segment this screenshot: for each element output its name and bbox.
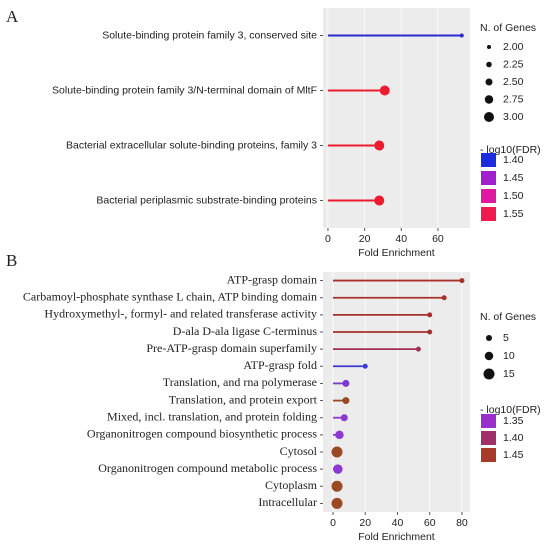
category-label: Cytoplasm	[265, 478, 318, 492]
color-legend-label: 1.35	[503, 415, 524, 427]
category-label: ATP-grasp fold	[243, 358, 317, 372]
size-legend-key	[483, 368, 495, 380]
size-legend-label: 2.75	[503, 93, 524, 105]
size-legend-key	[486, 61, 492, 68]
size-legend-key	[485, 78, 493, 86]
lollipop-dot	[427, 329, 433, 335]
color-legend-key	[481, 189, 496, 203]
category-label: D-ala D-ala ligase C-terminus	[173, 324, 318, 338]
color-legend-key	[481, 207, 496, 221]
lollipop-dot	[331, 497, 343, 509]
lollipop-dot	[441, 295, 447, 301]
size-legend-key	[486, 335, 492, 341]
color-legend-key	[481, 171, 496, 185]
x-tick-label: 40	[392, 517, 404, 529]
category-label: Pre-ATP-grasp domain superfamily	[146, 341, 317, 355]
category-label: Solute-binding protein family 3/N-termin…	[52, 84, 317, 96]
lollipop-dot	[379, 85, 390, 96]
category-label: Bacterial periplasmic substrate-binding …	[96, 194, 317, 206]
x-tick-label: 60	[432, 233, 444, 245]
category-label: ATP-grasp domain	[227, 272, 317, 286]
lollipop-dot	[374, 140, 385, 151]
color-legend-label: 1.50	[503, 190, 524, 202]
plot-background	[323, 272, 470, 512]
size-legend-key	[487, 45, 491, 49]
category-label: Solute-binding protein family 3, conserv…	[102, 29, 317, 41]
color-legend-label: 1.40	[503, 432, 524, 444]
category-label: Carbamoyl-phosphate synthase L chain, AT…	[23, 289, 317, 303]
x-tick-label: 60	[424, 517, 436, 529]
x-tick-label: 80	[456, 517, 468, 529]
color-legend-label: 1.55	[503, 208, 524, 220]
lollipop-dot	[342, 379, 350, 387]
color-legend-title: - log10(FDR)	[480, 404, 541, 416]
category-label: Cytosol	[280, 444, 318, 458]
size-legend-label: 2.00	[503, 41, 524, 53]
size-legend-label: 5	[503, 332, 509, 344]
size-legend-label: 2.50	[503, 76, 524, 88]
color-legend-label: 1.45	[503, 449, 524, 461]
size-legend-title: N. of Genes	[480, 311, 536, 323]
panel-label: B	[6, 251, 17, 270]
size-legend-key	[484, 95, 494, 104]
x-axis-title: Fold Enrichment	[358, 247, 435, 259]
size-legend-label: 2.25	[503, 58, 524, 70]
x-tick-label: 0	[330, 517, 336, 529]
size-legend-label: 3.00	[503, 111, 524, 123]
lollipop-dot	[331, 446, 343, 458]
lollipop-dot	[427, 312, 433, 318]
category-label: Translation, and protein export	[169, 392, 318, 406]
lollipop-dot	[374, 195, 385, 206]
color-legend-title: - log10(FDR)	[480, 144, 541, 156]
color-legend-key	[481, 414, 496, 428]
plot-background	[323, 8, 470, 228]
color-legend-label: 1.40	[503, 154, 524, 166]
color-legend-key	[481, 431, 496, 445]
lollipop-dot	[342, 397, 350, 405]
size-legend-label: 10	[503, 350, 515, 362]
x-tick-label: 40	[395, 233, 407, 245]
x-tick-label: 0	[325, 233, 331, 245]
lollipop-dot	[331, 480, 343, 492]
x-axis-title: Fold Enrichment	[358, 531, 435, 543]
lollipop-dot	[459, 33, 464, 38]
lollipop-dot	[333, 464, 343, 474]
category-label: Intracellular	[258, 495, 317, 509]
lollipop-dot	[362, 363, 368, 369]
category-label: Organonitrogen compound metabolic proces…	[98, 461, 317, 475]
panel-label: A	[6, 7, 19, 26]
category-label: Translation, and rna polymerase	[163, 375, 317, 389]
color-legend-label: 1.45	[503, 172, 524, 184]
size-legend-title: N. of Genes	[480, 22, 536, 34]
category-label: Mixed, incl. translation, and protein fo…	[107, 409, 317, 423]
size-legend-key	[484, 351, 494, 361]
lollipop-dot	[335, 430, 344, 440]
size-legend-key	[484, 112, 494, 122]
color-legend-key	[481, 153, 496, 167]
color-legend-key	[481, 448, 496, 462]
lollipop-dot	[415, 346, 421, 352]
category-label: Bacterial extracellular solute-binding p…	[66, 139, 317, 151]
category-label: Organonitrogen compound biosynthetic pro…	[87, 427, 317, 441]
lollipop-dot	[340, 414, 348, 422]
category-label: Hydroxymethyl-, formyl- and related tran…	[44, 307, 317, 321]
size-legend-label: 15	[503, 368, 515, 380]
x-tick-label: 20	[359, 233, 371, 245]
lollipop-dot	[459, 278, 465, 284]
x-tick-label: 20	[359, 517, 371, 529]
